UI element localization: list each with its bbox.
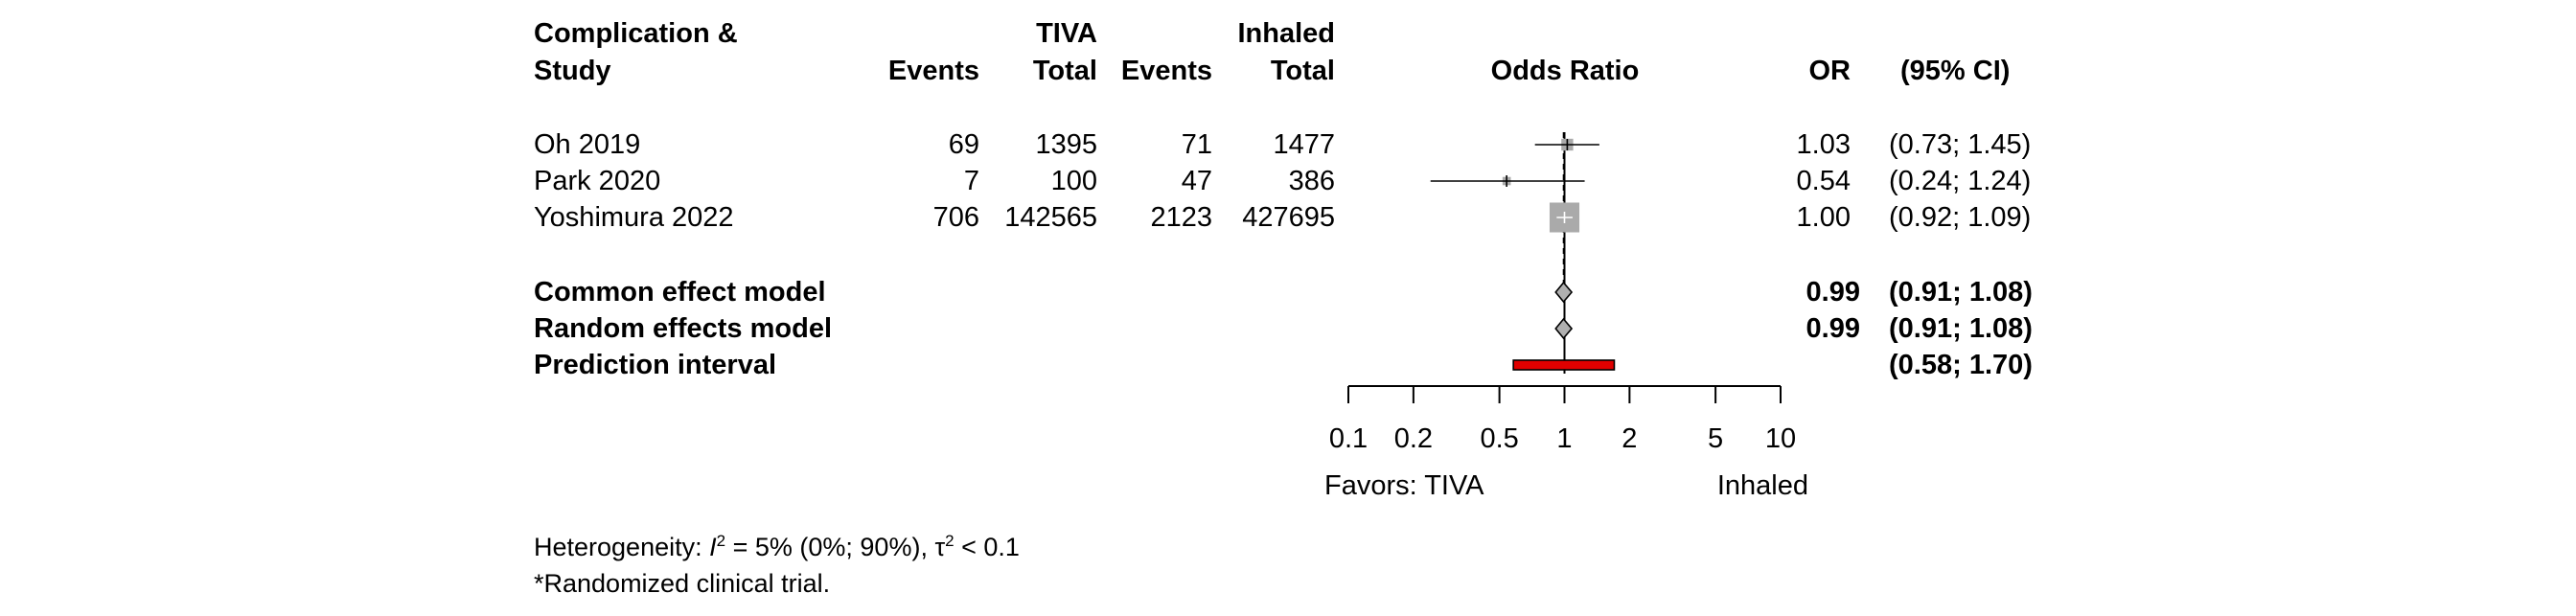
header-study-line2: Study xyxy=(534,56,611,86)
tiva-total: 100 xyxy=(1051,166,1097,196)
header-tiva-events: Events xyxy=(888,56,979,86)
header-odds-ratio: Odds Ratio xyxy=(1491,56,1640,86)
summary-name: Common effect model xyxy=(534,277,826,308)
x-tick-label: 5 xyxy=(1708,423,1723,454)
or-value: 1.03 xyxy=(1797,129,1851,160)
i2-symbol: I xyxy=(709,533,717,561)
inhaled-events: 2123 xyxy=(1150,202,1212,233)
header-or: OR xyxy=(1809,56,1852,86)
or-value: 0.99 xyxy=(1806,313,1860,344)
or-value: 0.99 xyxy=(1806,277,1860,308)
summary-row-common: Common effect model 0.99 (0.91; 1.08) xyxy=(534,277,2033,308)
plot-marks: 0.1 0.2 0.5 1 2 5 10 xyxy=(1329,132,1796,454)
study-row-yoshimura-2022: Yoshimura 2022 706 142565 2123 427695 1.… xyxy=(534,202,2031,233)
study-name: Oh 2019 xyxy=(534,129,640,160)
favors-left-label: Favors: TIVA xyxy=(1324,470,1484,501)
tiva-events: 7 xyxy=(964,166,979,196)
study-row-park-2020: Park 2020 7 100 47 386 0.54 (0.24; 1.24) xyxy=(534,166,2031,196)
study-name: Yoshimura 2022 xyxy=(534,202,734,233)
heterogeneity-prefix: Heterogeneity: xyxy=(534,533,710,561)
x-tick-label: 1 xyxy=(1556,423,1572,454)
header-tiva-total: Total xyxy=(1033,56,1097,86)
or-value: 0.54 xyxy=(1797,166,1851,196)
header-inhaled-group: Inhaled xyxy=(1237,18,1335,49)
summary-row-random: Random effects model 0.99 (0.91; 1.08) xyxy=(534,313,2033,344)
tau-exponent: 2 xyxy=(945,532,954,550)
study-row-oh-2019: Oh 2019 69 1395 71 1477 1.03 (0.73; 1.45… xyxy=(534,129,2031,160)
i2-exponent: 2 xyxy=(716,532,726,550)
x-tick-label: 0.2 xyxy=(1394,423,1433,454)
i2-value: = 5% (0%; 90%), xyxy=(725,533,935,561)
header-tiva-group: TIVA xyxy=(1036,18,1097,49)
inhaled-events: 47 xyxy=(1182,166,1212,196)
inhaled-total: 427695 xyxy=(1242,202,1335,233)
inhaled-events: 71 xyxy=(1182,129,1212,160)
inhaled-total: 386 xyxy=(1289,166,1335,196)
ci-value: (0.24; 1.24) xyxy=(1889,166,2031,196)
x-tick-label: 2 xyxy=(1622,423,1637,454)
prediction-row: Prediction interval (0.58; 1.70) xyxy=(534,350,2033,380)
header-ci: (95% CI) xyxy=(1900,56,2010,86)
tiva-events: 69 xyxy=(949,129,979,160)
x-tick-label: 0.5 xyxy=(1480,423,1518,454)
prediction-ci: (0.58; 1.70) xyxy=(1889,350,2033,380)
ci-value: (0.91; 1.08) xyxy=(1889,313,2033,344)
header-study-line1: Complication & xyxy=(534,18,738,49)
tiva-events: 706 xyxy=(933,202,979,233)
heterogeneity-text: Heterogeneity: I2 = 5% (0%; 90%), τ2 < 0… xyxy=(534,532,1020,562)
ci-value: (0.91; 1.08) xyxy=(1889,277,2033,308)
tau-symbol: τ xyxy=(934,533,946,561)
study-name: Park 2020 xyxy=(534,166,660,196)
summary-diamond xyxy=(1554,281,1574,304)
x-tick-label: 0.1 xyxy=(1329,423,1368,454)
prediction-name: Prediction interval xyxy=(534,350,776,380)
summary-name: Random effects model xyxy=(534,313,832,344)
ci-value: (0.92; 1.09) xyxy=(1889,202,2031,233)
or-value: 1.00 xyxy=(1797,202,1851,233)
inhaled-total: 1477 xyxy=(1273,129,1335,160)
favors-right-label: Inhaled xyxy=(1717,470,1808,501)
tiva-total: 1395 xyxy=(1035,129,1097,160)
table-header: Complication & Study TIVA Inhaled Events… xyxy=(534,18,2010,86)
summary-diamond xyxy=(1554,317,1574,340)
header-inhaled-events: Events xyxy=(1121,56,1212,86)
footnote: *Randomized clinical trial. xyxy=(534,569,831,598)
tiva-total: 142565 xyxy=(1004,202,1097,233)
tau-value: < 0.1 xyxy=(954,533,1020,561)
ci-value: (0.73; 1.45) xyxy=(1889,129,2031,160)
x-tick-label: 10 xyxy=(1765,423,1796,454)
header-inhaled-total: Total xyxy=(1271,56,1335,86)
prediction-interval-bar xyxy=(1512,359,1616,371)
